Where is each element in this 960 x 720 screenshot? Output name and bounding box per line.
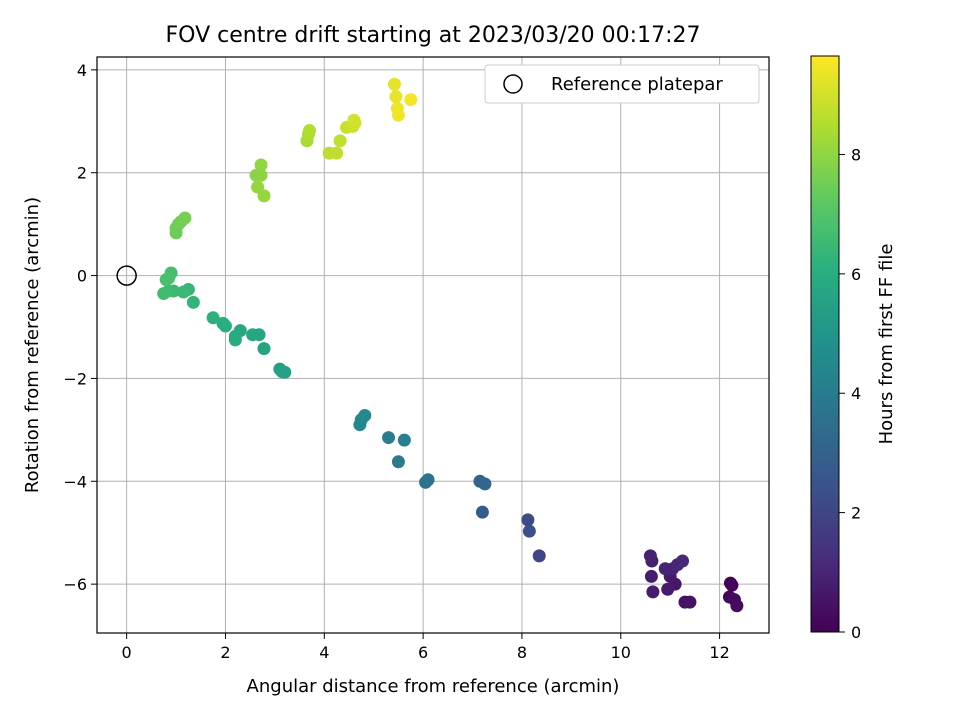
data-point (730, 599, 744, 613)
data-point (676, 554, 690, 568)
legend: Reference platepar (484, 64, 760, 104)
legend-entry: Reference platepar (551, 74, 723, 95)
colorbar (810, 55, 840, 633)
chart-title: FOV centre drift starting at 2023/03/20 … (166, 23, 701, 48)
x-tick-label: 2 (220, 643, 230, 662)
data-point (302, 124, 316, 138)
colorbar-tick-label: 0 (851, 623, 861, 642)
data-point (347, 113, 361, 127)
legend-box (484, 64, 760, 104)
x-tick-label: 8 (517, 643, 527, 662)
data-point (254, 158, 268, 172)
legend-marker (503, 74, 523, 94)
x-tick-label: 12 (709, 643, 729, 662)
data-point (252, 328, 266, 342)
colorbar-tick-label: 6 (851, 265, 861, 284)
data-point (257, 189, 271, 203)
y-axis-ticks: −6 −4 −2 0 2 4 (63, 61, 97, 594)
data-point (162, 271, 176, 285)
data-points (157, 77, 744, 613)
grid (97, 57, 769, 633)
colorbar-ticks: 0 2 4 6 8 (839, 145, 861, 642)
reference-platepar-marker (116, 265, 137, 286)
data-point (176, 285, 190, 299)
colorbar-tick-label: 2 (851, 504, 861, 523)
data-point (228, 333, 242, 347)
data-point (333, 134, 347, 148)
data-point (218, 319, 232, 333)
data-point (275, 365, 289, 379)
x-tick-label: 6 (418, 643, 428, 662)
data-point (257, 342, 271, 356)
y-tick-label: 4 (77, 61, 87, 80)
data-point (421, 473, 435, 487)
data-point (643, 549, 657, 563)
data-point (389, 90, 403, 104)
data-point (382, 431, 396, 445)
y-tick-label: −2 (63, 369, 87, 388)
data-point (522, 524, 536, 538)
data-point (644, 569, 658, 583)
data-point (725, 578, 739, 592)
colorbar-tick-label: 4 (851, 384, 861, 403)
x-tick-label: 0 (122, 643, 132, 662)
data-point (178, 211, 192, 225)
data-point (404, 93, 418, 107)
data-point (478, 477, 492, 491)
data-point (391, 455, 405, 469)
data-point (330, 146, 344, 160)
y-tick-label: 0 (77, 267, 87, 286)
y-tick-label: −4 (63, 472, 87, 491)
x-tick-label: 4 (319, 643, 329, 662)
data-point (475, 505, 489, 519)
colorbar-tick-label: 8 (851, 145, 861, 164)
data-point (387, 77, 401, 91)
data-point (521, 513, 535, 527)
y-tick-label: 2 (77, 164, 87, 183)
data-point (186, 295, 200, 309)
x-axis-ticks: 0 2 4 6 8 10 12 (122, 633, 730, 662)
y-axis-label: Rotation from reference (arcmin) (22, 197, 43, 493)
data-point (683, 595, 697, 609)
data-point (397, 433, 411, 447)
data-point (254, 168, 268, 182)
axes-frame (96, 56, 770, 634)
x-tick-label: 10 (611, 643, 631, 662)
data-point (206, 311, 220, 325)
y-tick-label: −6 (63, 575, 87, 594)
x-axis-label: Angular distance from reference (arcmin) (247, 676, 620, 697)
data-point (661, 582, 675, 596)
colorbar-label: Hours from first FF file (876, 244, 897, 445)
data-point (391, 108, 405, 122)
data-point (646, 585, 660, 599)
data-point (157, 287, 171, 301)
data-point (358, 408, 372, 422)
data-point (532, 549, 546, 563)
reference-marker-group (116, 265, 137, 286)
